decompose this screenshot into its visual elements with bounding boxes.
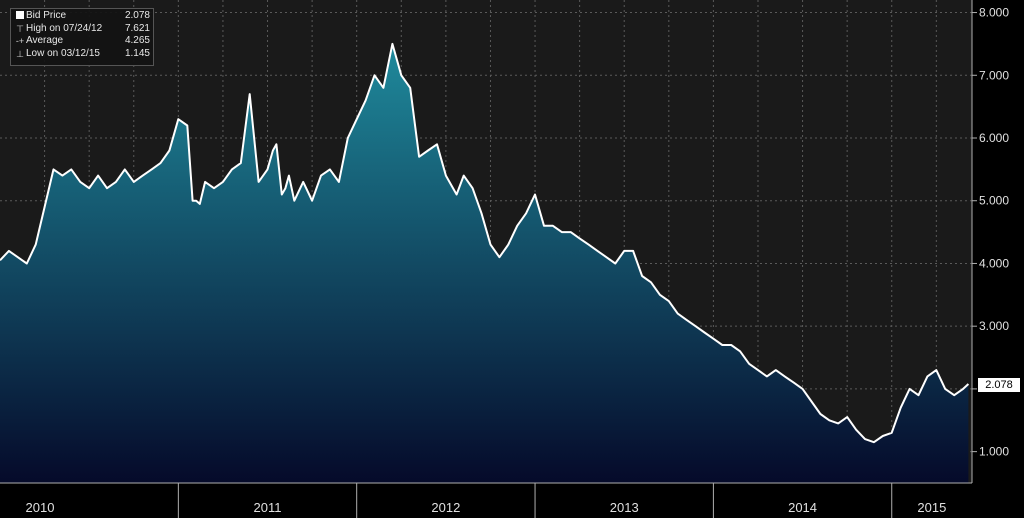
y-tick-label: 6.000 bbox=[979, 131, 1009, 145]
y-tick-label: 5.000 bbox=[979, 194, 1009, 208]
legend-row-bid-price: Bid Price 2.078 bbox=[14, 10, 150, 23]
legend-label: High on 07/24/12 bbox=[26, 22, 103, 34]
legend-label: Low on 03/12/15 bbox=[26, 47, 100, 59]
y-tick-label: 7.000 bbox=[979, 68, 1009, 82]
price-line bbox=[0, 42, 970, 444]
last-value-label: 2.078 bbox=[977, 377, 1021, 393]
y-tick-label: 4.000 bbox=[979, 256, 1009, 270]
legend-value: 7.621 bbox=[124, 22, 150, 34]
high-marker-icon: ⊤ bbox=[16, 23, 24, 34]
y-tick-label: 1.000 bbox=[979, 445, 1009, 459]
legend-label: Average bbox=[26, 35, 64, 46]
legend-value: 1.145 bbox=[124, 47, 150, 59]
x-tick-label: 2011 bbox=[254, 500, 282, 515]
legend-label: Bid Price bbox=[26, 10, 67, 21]
legend-row-high: ⊤ High on 07/24/12 7.621 bbox=[14, 23, 150, 36]
average-marker-icon: -+ bbox=[15, 36, 25, 46]
square-icon bbox=[14, 10, 26, 23]
legend-row-low: ⊥ Low on 03/12/15 1.145 bbox=[14, 48, 150, 61]
x-tick-label: 2010 bbox=[26, 500, 55, 515]
legend-row-average: -+ Average 4.265 bbox=[14, 35, 150, 48]
y-tick-label: 8.000 bbox=[979, 6, 1009, 20]
legend-value: 4.265 bbox=[124, 35, 150, 46]
legend-value: 2.078 bbox=[124, 10, 150, 21]
low-marker-icon: ⊥ bbox=[16, 48, 24, 59]
x-tick-label: 2014 bbox=[788, 500, 817, 515]
x-tick-label: 2012 bbox=[431, 500, 460, 515]
x-axis-ticks: 2010 2011 2012 2013 2014 2015 bbox=[26, 483, 946, 518]
chart-legend: Bid Price 2.078 ⊤ High on 07/24/12 7.621… bbox=[10, 8, 154, 66]
x-tick-label: 2015 bbox=[917, 500, 946, 515]
y-tick-label: 3.000 bbox=[979, 319, 1009, 333]
x-tick-label: 2013 bbox=[610, 500, 639, 515]
